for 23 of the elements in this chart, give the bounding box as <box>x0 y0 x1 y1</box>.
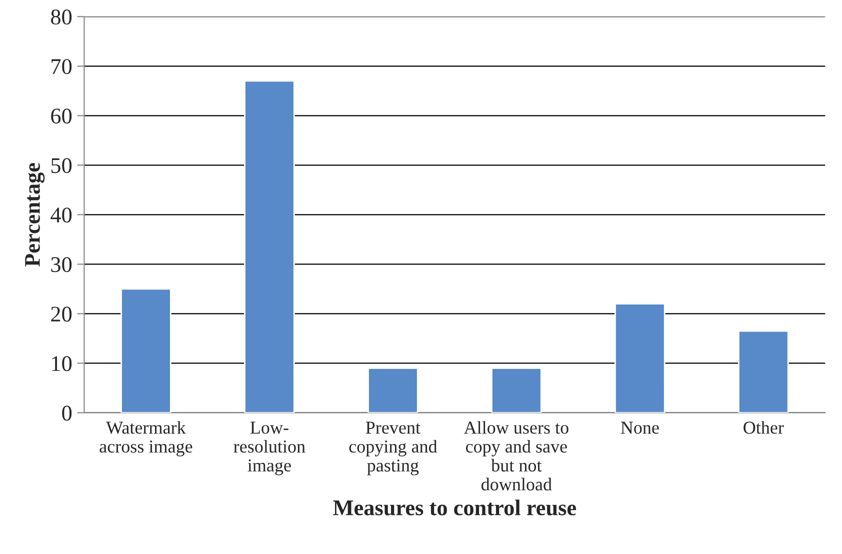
x-tick-label: Other <box>744 421 784 434</box>
y-tick-label: 20 <box>51 306 72 322</box>
x-tick-label: Low- resolution image <box>234 422 306 476</box>
x-tick-label: Allow users to copy and save but not download <box>464 421 568 490</box>
y-tick-label: 0 <box>62 406 72 421</box>
y-tick-label: 30 <box>51 257 72 272</box>
y-tick-label: 50 <box>51 158 72 174</box>
y-tick-label: 10 <box>52 356 72 372</box>
bar <box>368 367 418 413</box>
y-tick-label: 70 <box>52 59 72 74</box>
y-tick-label: 60 <box>51 108 72 124</box>
y-tick-label: 40 <box>50 208 72 223</box>
bar <box>614 303 666 413</box>
bar <box>120 288 172 413</box>
x-tick-label: Watermark across image <box>100 421 192 456</box>
bar <box>244 80 295 413</box>
x-axis-title: Measures to control reuse <box>333 500 576 516</box>
bar <box>738 330 789 413</box>
x-tick-label: None <box>620 422 659 434</box>
x-tick-label: Prevent copying and pasting <box>349 422 438 476</box>
y-tick-label: 80 <box>51 10 72 25</box>
bar <box>491 367 542 413</box>
y-axis-title: Percentage <box>25 163 45 267</box>
